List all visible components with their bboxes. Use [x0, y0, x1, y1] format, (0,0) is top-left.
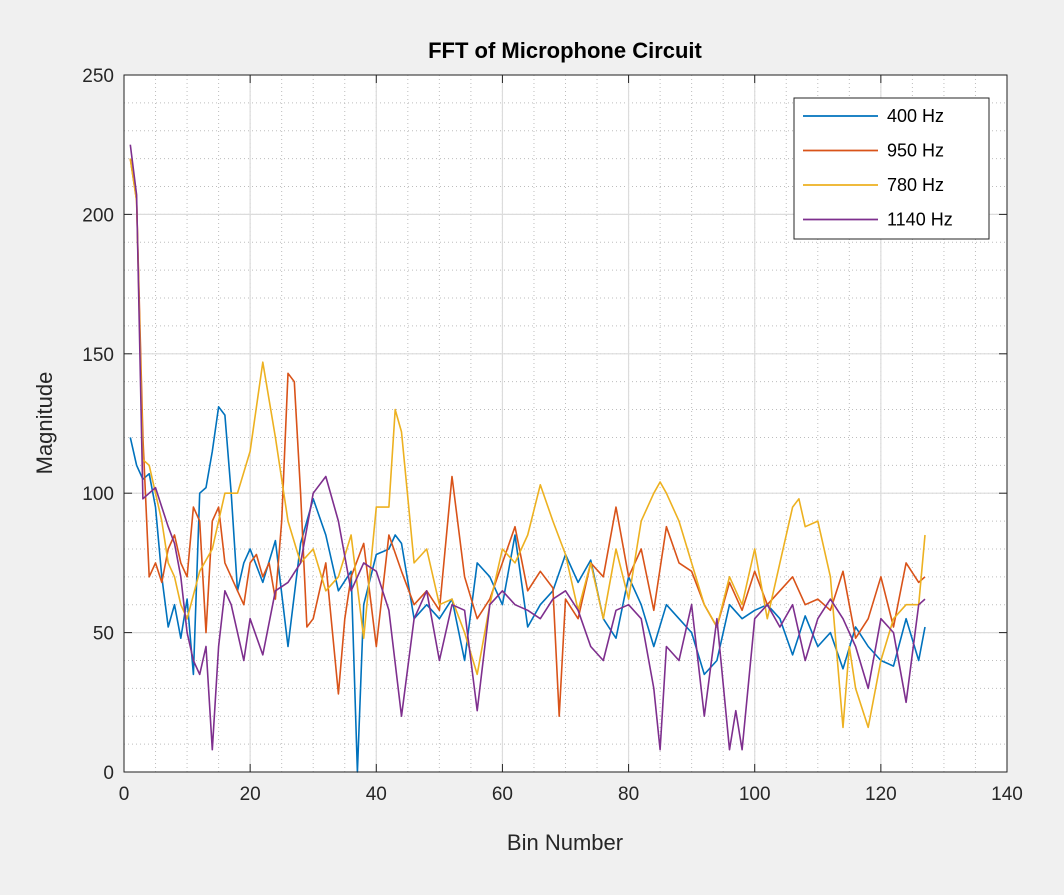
x-tick-label: 0	[119, 784, 130, 805]
y-axis-label: Magnitude	[32, 372, 57, 475]
tick-labels: 0 20 40 60 80 100 120 140 0 50 100 150 200 250	[82, 66, 1023, 805]
legend-label-3: 780 Hz	[887, 175, 944, 195]
y-tick-label: 100	[82, 484, 114, 505]
x-tick-label: 80	[618, 784, 639, 805]
axis-ticks	[123, 74, 1008, 773]
series-line-3	[129, 158, 926, 729]
x-axis-label: Bin Number	[507, 830, 623, 855]
x-tick-label: 100	[739, 784, 771, 805]
x-tick-label: 120	[865, 784, 897, 805]
chart-title: FFT of Microphone Circuit	[428, 38, 702, 63]
legend-label-2: 950 Hz	[887, 141, 944, 161]
y-tick-label: 250	[82, 66, 114, 87]
legend-box	[793, 97, 990, 240]
legend-label-1: 400 Hz	[887, 106, 944, 126]
x-tick-label: 60	[492, 784, 513, 805]
y-tick-label: 200	[82, 205, 114, 226]
plot-frame	[123, 74, 1008, 773]
series-line-1	[129, 405, 926, 773]
series-layer	[129, 144, 926, 773]
y-tick-label: 150	[82, 345, 114, 366]
legend-label-4: 1140 Hz	[887, 210, 953, 230]
x-tick-label: 20	[240, 784, 261, 805]
y-tick-label: 0	[103, 763, 114, 784]
y-tick-label: 50	[93, 624, 114, 645]
x-tick-label: 40	[366, 784, 387, 805]
series-line-4	[129, 144, 926, 751]
legend: 400 Hz 950 Hz 780 Hz 1140 Hz	[793, 97, 990, 240]
x-tick-label: 140	[991, 784, 1023, 805]
